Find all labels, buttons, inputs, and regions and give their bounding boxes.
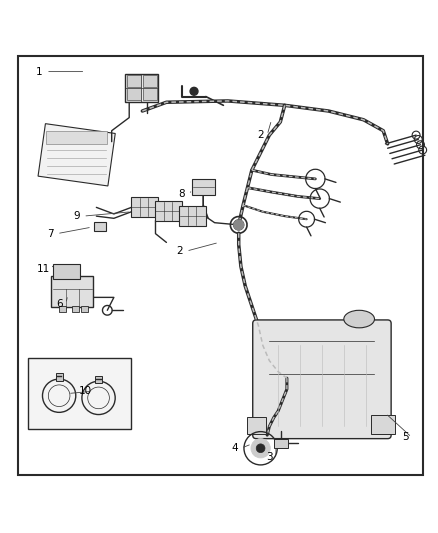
FancyBboxPatch shape bbox=[179, 206, 206, 226]
FancyBboxPatch shape bbox=[253, 320, 391, 439]
FancyBboxPatch shape bbox=[192, 179, 215, 195]
Bar bbox=[143, 88, 157, 100]
Bar bbox=[127, 75, 141, 86]
Text: 8: 8 bbox=[178, 189, 185, 199]
Bar bbox=[28, 359, 131, 429]
Text: 2: 2 bbox=[257, 130, 264, 140]
Text: 9: 9 bbox=[73, 211, 80, 221]
FancyBboxPatch shape bbox=[155, 201, 182, 221]
Bar bbox=[72, 306, 79, 312]
Text: 11: 11 bbox=[37, 264, 50, 273]
Bar bbox=[56, 374, 63, 381]
Circle shape bbox=[190, 87, 198, 95]
Text: 3: 3 bbox=[266, 452, 273, 462]
FancyBboxPatch shape bbox=[38, 124, 115, 186]
Bar bbox=[127, 88, 141, 100]
Text: 2: 2 bbox=[176, 246, 183, 256]
Text: 5: 5 bbox=[402, 432, 409, 442]
Bar bbox=[274, 439, 288, 448]
FancyBboxPatch shape bbox=[371, 415, 395, 434]
Bar bbox=[95, 376, 102, 383]
Bar bbox=[59, 306, 66, 312]
Circle shape bbox=[256, 444, 265, 453]
Bar bbox=[125, 74, 158, 102]
Text: 1: 1 bbox=[36, 67, 43, 77]
Bar bbox=[143, 75, 157, 86]
Text: 10: 10 bbox=[79, 386, 92, 397]
Circle shape bbox=[251, 439, 270, 458]
FancyBboxPatch shape bbox=[247, 417, 266, 434]
FancyBboxPatch shape bbox=[51, 276, 93, 307]
Text: 6: 6 bbox=[56, 298, 63, 309]
FancyBboxPatch shape bbox=[53, 264, 80, 279]
Circle shape bbox=[234, 220, 244, 230]
FancyBboxPatch shape bbox=[131, 197, 158, 217]
Ellipse shape bbox=[344, 310, 374, 328]
Bar bbox=[81, 306, 88, 312]
FancyBboxPatch shape bbox=[46, 131, 107, 143]
Text: 7: 7 bbox=[47, 229, 54, 239]
Text: 4: 4 bbox=[231, 443, 238, 453]
Bar bbox=[94, 222, 106, 231]
